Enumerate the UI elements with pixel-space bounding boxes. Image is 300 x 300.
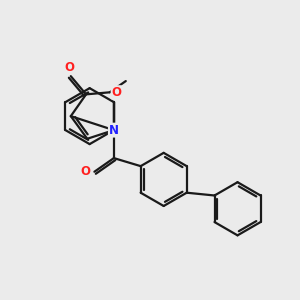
Text: O: O xyxy=(64,61,74,74)
Text: N: N xyxy=(109,124,119,136)
Text: O: O xyxy=(81,165,91,178)
Text: O: O xyxy=(111,86,121,99)
